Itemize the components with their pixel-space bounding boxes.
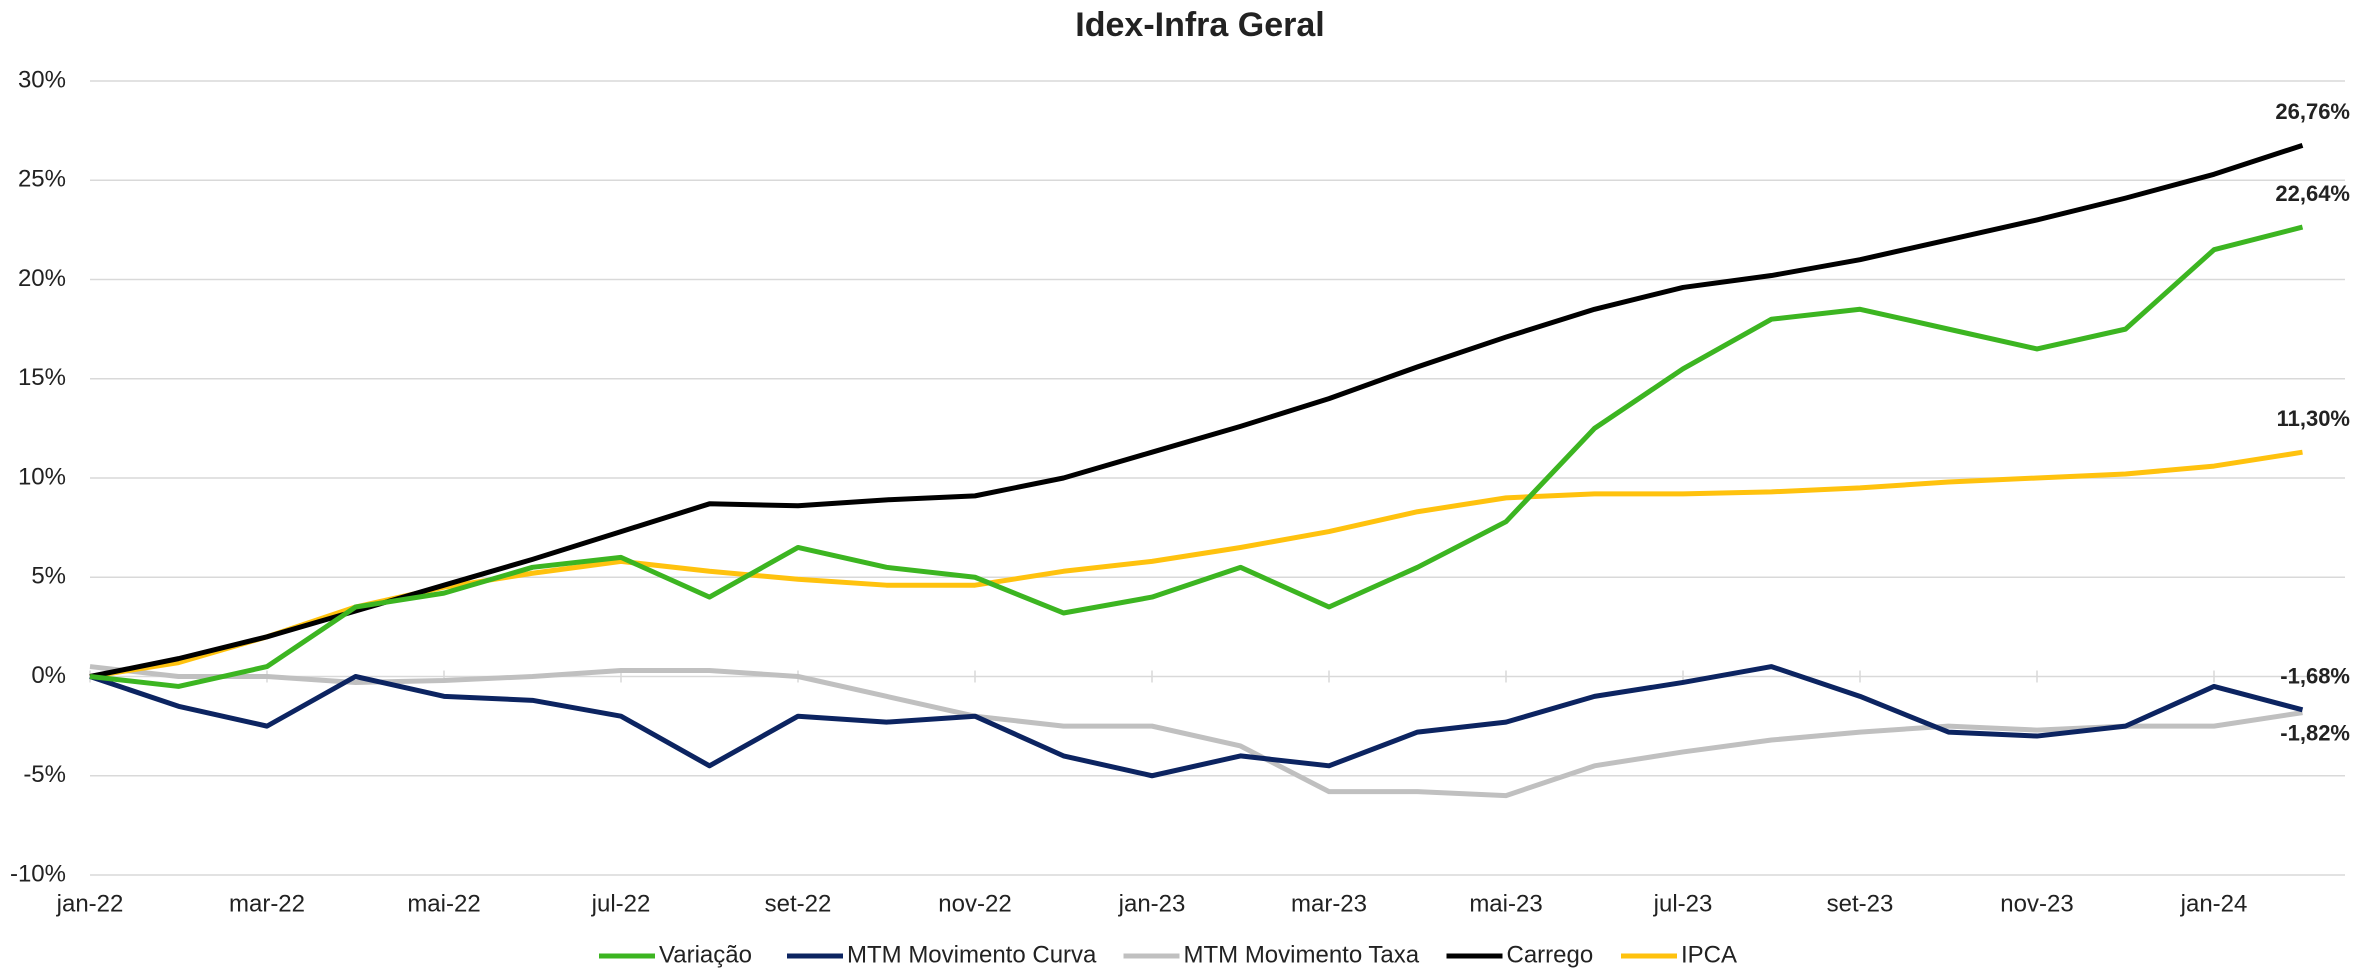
legend-label: MTM Movimento Curva <box>847 941 1097 968</box>
y-tick-label: 20% <box>18 265 66 292</box>
x-tick-label: mar-23 <box>1291 890 1367 917</box>
line-series <box>89 449 2303 679</box>
x-tick-label: jul-22 <box>591 890 651 917</box>
x-tick-label: jan-22 <box>56 890 124 917</box>
x-tick-label: nov-23 <box>2000 890 2073 917</box>
y-tick-label: -5% <box>23 761 66 788</box>
y-tick-label: 25% <box>18 166 66 193</box>
y-tick-label: 15% <box>18 364 66 391</box>
x-tick-label: jan-23 <box>1118 890 1186 917</box>
x-tick-label: set-23 <box>1827 890 1894 917</box>
x-tick-label: jan-24 <box>2180 890 2248 917</box>
x-tick-label: mai-22 <box>407 890 480 917</box>
chart-title: Idex-Infra Geral <box>1075 6 1324 44</box>
y-tick-label: 10% <box>18 463 66 490</box>
line-series <box>89 142 2304 679</box>
line-series <box>89 224 2304 689</box>
y-tick-label: 0% <box>31 662 66 689</box>
legend-label: Variação <box>659 941 752 968</box>
legend-label: IPCA <box>1681 941 1737 968</box>
y-tick-label: 30% <box>18 66 66 93</box>
end-label: -1,82% <box>2280 720 2350 745</box>
end-label: 26,76% <box>2275 99 2350 124</box>
line-series <box>89 664 2304 779</box>
x-tick-label: mai-23 <box>1469 890 1542 917</box>
legend-label: MTM Movimento Taxa <box>1184 941 1420 968</box>
end-label: -1,68% <box>2280 664 2350 689</box>
y-tick-label: 5% <box>31 563 66 590</box>
end-label: 11,30% <box>2277 406 2350 431</box>
x-tick-label: nov-22 <box>938 890 1011 917</box>
legend-label: Carrego <box>1507 941 1594 968</box>
x-tick-label: mar-22 <box>229 890 305 917</box>
end-label: 22,64% <box>2275 181 2350 206</box>
y-tick-label: -10% <box>10 860 66 887</box>
x-tick-label: jul-23 <box>1653 890 1713 917</box>
x-tick-label: set-22 <box>765 890 832 917</box>
